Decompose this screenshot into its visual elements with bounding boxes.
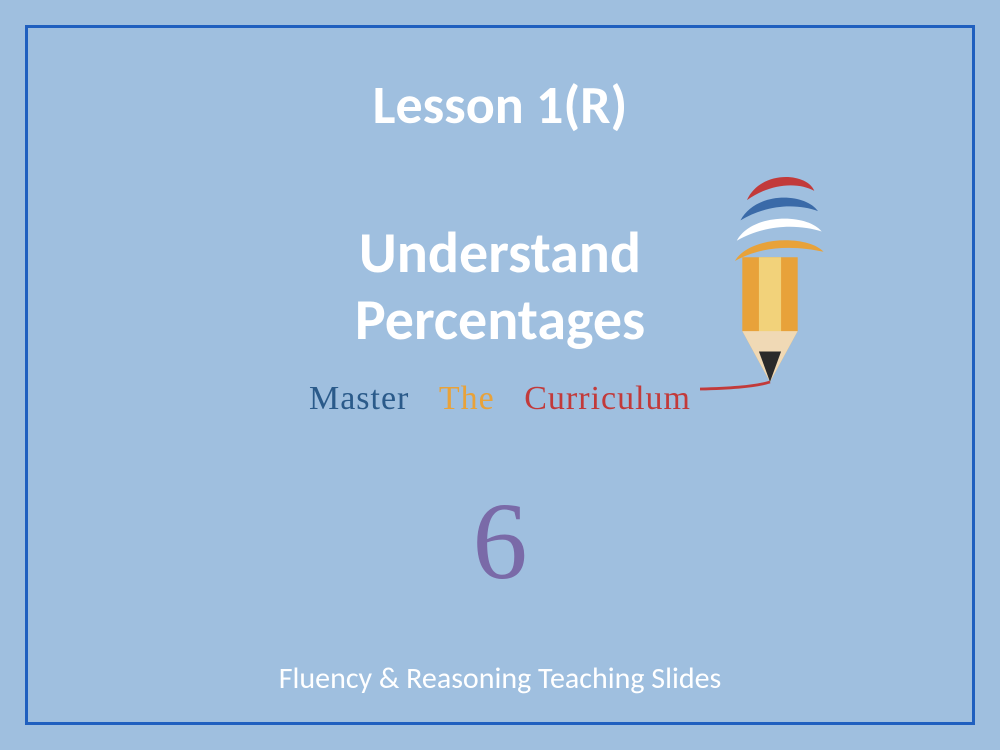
- topic-title: Understand Percentages: [0, 220, 1000, 353]
- grade-number: 6: [0, 478, 1000, 605]
- topic-line-1: Understand: [359, 217, 641, 288]
- slide-container: Lesson 1(R) Understand Percentages Maste…: [0, 0, 1000, 750]
- pencil-logo-icon: [700, 165, 840, 405]
- footer-text: Fluency & Reasoning Teaching Slides: [0, 660, 1000, 697]
- lesson-title: Lesson 1(R): [0, 72, 1000, 138]
- tagline-word-the: The: [439, 380, 495, 417]
- tagline: Master The Curriculum: [0, 380, 1000, 418]
- topic-line-2: Percentages: [355, 284, 645, 355]
- tagline-word-curriculum: Curriculum: [524, 380, 691, 417]
- tagline-word-master: Master: [309, 380, 409, 417]
